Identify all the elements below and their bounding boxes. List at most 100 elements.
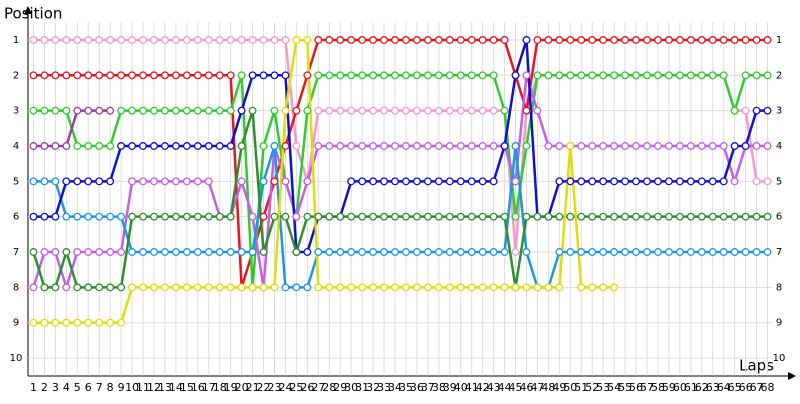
position-marker	[654, 212, 662, 221]
position-marker	[150, 71, 158, 80]
position-marker	[62, 318, 71, 327]
position-marker	[336, 36, 345, 44]
position-marker	[226, 71, 235, 80]
x-tick-label: 53	[596, 381, 610, 394]
position-marker	[456, 142, 465, 150]
position-marker	[270, 142, 279, 150]
y-axis-label: Position	[4, 5, 62, 23]
position-marker	[128, 142, 137, 150]
position-marker	[193, 142, 202, 150]
position-marker	[380, 283, 389, 292]
position-marker	[51, 212, 60, 221]
position-marker	[84, 318, 93, 327]
position-marker	[643, 36, 651, 44]
position-marker	[139, 212, 147, 221]
position-marker	[84, 36, 93, 44]
position-marker	[489, 212, 498, 221]
position-marker	[40, 106, 49, 115]
position-marker	[171, 142, 180, 150]
position-marker	[730, 106, 739, 115]
position-marker	[664, 142, 673, 150]
x-tick-label: 37	[421, 381, 435, 394]
position-marker	[402, 71, 410, 80]
position-marker	[248, 283, 257, 292]
y-tick-label: 5	[13, 176, 19, 187]
position-marker	[325, 36, 334, 44]
position-marker	[51, 283, 60, 292]
position-marker	[588, 71, 597, 80]
position-marker	[686, 212, 695, 221]
position-marker	[128, 71, 137, 80]
position-marker	[752, 248, 761, 256]
position-marker	[566, 177, 575, 186]
position-marker	[654, 177, 662, 186]
position-marker	[160, 71, 169, 80]
position-marker	[84, 248, 93, 256]
position-marker	[259, 283, 268, 292]
x-tick-label: 43	[487, 381, 501, 394]
position-marker	[763, 177, 772, 186]
position-marker	[84, 71, 93, 80]
x-tick-label: 44	[498, 381, 512, 394]
position-marker	[588, 142, 597, 150]
position-marker	[686, 71, 695, 80]
position-marker	[555, 142, 564, 150]
position-marker	[117, 36, 126, 44]
position-marker	[402, 36, 410, 44]
position-marker	[281, 283, 290, 292]
position-marker	[500, 283, 509, 292]
x-arrow	[788, 372, 796, 380]
position-marker	[566, 36, 575, 44]
position-marker	[128, 283, 137, 292]
position-marker	[226, 142, 235, 150]
position-marker	[643, 71, 651, 80]
position-marker	[621, 212, 630, 221]
position-marker	[533, 283, 542, 292]
position-marker	[215, 71, 224, 80]
position-marker	[412, 177, 421, 186]
position-marker	[204, 142, 213, 150]
position-marker	[654, 248, 662, 256]
position-marker	[391, 248, 399, 256]
y-tick-label-right: 9	[776, 318, 782, 329]
position-marker	[270, 212, 279, 221]
position-marker	[292, 248, 301, 256]
position-marker	[95, 212, 104, 221]
position-marker	[73, 36, 82, 44]
position-marker	[730, 248, 739, 256]
x-tick-label: 15	[180, 381, 194, 394]
position-marker	[478, 106, 487, 115]
position-marker	[358, 177, 367, 186]
x-tick-label: 13	[158, 381, 172, 394]
position-marker	[248, 106, 257, 115]
position-marker	[128, 212, 137, 221]
position-marker	[237, 283, 246, 292]
position-marker	[434, 106, 443, 115]
position-marker	[654, 71, 662, 80]
position-marker	[588, 283, 597, 292]
x-tick-label: 3	[52, 381, 59, 394]
position-marker	[456, 36, 465, 44]
position-marker	[325, 212, 334, 221]
x-tick-label: 12	[147, 381, 161, 394]
x-tick-label: 29	[333, 381, 347, 394]
position-marker	[248, 248, 257, 256]
position-marker	[358, 36, 367, 44]
position-marker	[445, 177, 454, 186]
x-tick-label: 61	[684, 381, 698, 394]
position-marker	[522, 36, 531, 44]
position-marker	[193, 36, 202, 44]
position-marker	[303, 71, 312, 80]
position-marker	[730, 212, 739, 221]
x-tick-label: 59	[662, 381, 676, 394]
x-tick-label: 2	[41, 381, 48, 394]
position-marker	[599, 36, 608, 44]
x-tick-label: 22	[257, 381, 271, 394]
position-marker	[358, 248, 367, 256]
position-marker	[62, 106, 71, 115]
position-marker	[84, 283, 93, 292]
position-marker	[347, 177, 356, 186]
position-marker	[555, 283, 564, 292]
position-marker	[128, 36, 137, 44]
position-marker	[555, 36, 564, 44]
